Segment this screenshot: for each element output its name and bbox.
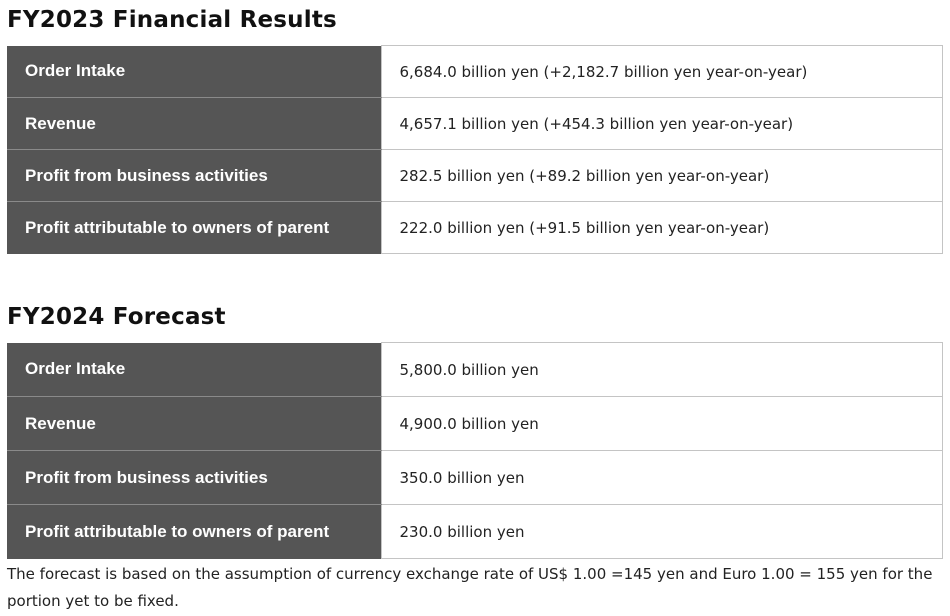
- row-value: 6,684.0 billion yen (+2,182.7 billion ye…: [380, 45, 943, 98]
- row-label: Revenue: [7, 396, 381, 451]
- row-label: Order Intake: [7, 342, 381, 397]
- row-value: 222.0 billion yen (+91.5 billion yen yea…: [380, 201, 943, 254]
- table-row-profit-business: Profit from business activities 282.5 bi…: [7, 149, 943, 202]
- table-row-revenue: Revenue 4,900.0 billion yen: [7, 396, 943, 451]
- table-row-profit-parent: Profit attributable to owners of parent …: [7, 504, 943, 559]
- row-value: 282.5 billion yen (+89.2 billion yen yea…: [380, 149, 943, 202]
- table-row-profit-parent: Profit attributable to owners of parent …: [7, 201, 943, 254]
- table-row-revenue: Revenue 4,657.1 billion yen (+454.3 bill…: [7, 97, 943, 150]
- row-label: Order Intake: [7, 45, 381, 98]
- row-value: 5,800.0 billion yen: [380, 342, 943, 397]
- table-row-order-intake: Order Intake 5,800.0 billion yen: [7, 342, 943, 397]
- fy2024-forecast-table: Order Intake 5,800.0 billion yen Revenue…: [7, 342, 943, 559]
- fy2023-results-table: Order Intake 6,684.0 billion yen (+2,182…: [7, 45, 943, 254]
- row-value: 350.0 billion yen: [380, 450, 943, 505]
- row-value: 4,657.1 billion yen (+454.3 billion yen …: [380, 97, 943, 150]
- row-value: 4,900.0 billion yen: [380, 396, 943, 451]
- forecast-footnote: The forecast is based on the assumption …: [7, 565, 933, 610]
- row-value: 230.0 billion yen: [380, 504, 943, 559]
- fy2024-forecast-title: FY2024 Forecast: [7, 304, 226, 330]
- row-label: Profit from business activities: [7, 149, 381, 202]
- table-row-profit-business: Profit from business activities 350.0 bi…: [7, 450, 943, 505]
- row-label: Profit attributable to owners of parent: [7, 201, 381, 254]
- table-row-order-intake: Order Intake 6,684.0 billion yen (+2,182…: [7, 45, 943, 98]
- row-label: Revenue: [7, 97, 381, 150]
- row-label: Profit from business activities: [7, 450, 381, 505]
- row-label: Profit attributable to owners of parent: [7, 504, 381, 559]
- fy2023-results-title: FY2023 Financial Results: [7, 7, 337, 33]
